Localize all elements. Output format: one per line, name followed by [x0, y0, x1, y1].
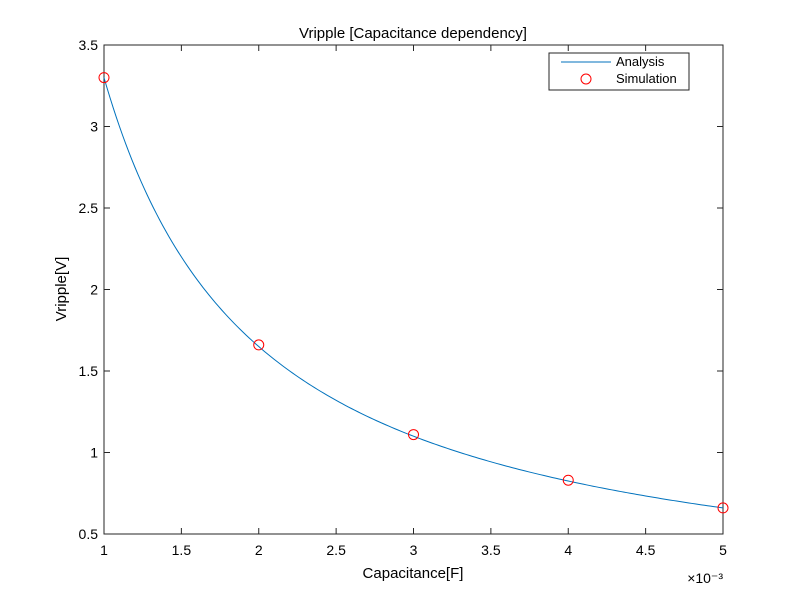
x-tick-label: 4: [564, 542, 572, 558]
series-layer: [98, 72, 729, 514]
simulation-point: [717, 502, 729, 514]
analysis-line: [103, 77, 724, 509]
x-tick-label: 1: [100, 542, 108, 558]
y-tick-label: 2: [90, 282, 98, 298]
legend-simulation-swatch: [580, 73, 592, 85]
y-tick-label: 3.5: [79, 37, 99, 53]
y-tick-label: 2.5: [79, 200, 99, 216]
legend-simulation-label: Simulation: [616, 71, 677, 86]
x-tick-label: 3: [410, 542, 418, 558]
x-tick-label: 2: [255, 542, 263, 558]
y-axis-title: Vripple[V]: [53, 257, 70, 321]
simulation-point: [253, 339, 265, 351]
x-axis: 1 1.5 2 2.5 3 3.5 4 4.5 5: [100, 45, 727, 558]
simulation-point: [562, 474, 574, 486]
x-exponent-label: ×10⁻³: [687, 570, 723, 586]
legend-analysis-label: Analysis: [616, 54, 665, 69]
x-tick-label: 5: [719, 542, 727, 558]
y-tick-label: 0.5: [79, 526, 99, 542]
y-tick-label: 1.5: [79, 363, 99, 379]
plot-area: [103, 44, 724, 535]
x-tick-label: 4.5: [636, 542, 656, 558]
legend: Analysis Simulation: [548, 52, 690, 91]
x-axis-title: Capacitance[F]: [363, 565, 464, 582]
y-axis: 0.5 1 1.5 2 2.5 3 3.5: [79, 37, 723, 542]
chart-title: Vripple [Capacitance dependency]: [299, 25, 527, 42]
x-tick-label: 1.5: [172, 542, 192, 558]
y-tick-label: 3: [90, 119, 98, 135]
legend-box: [548, 52, 690, 91]
y-tick-label: 1: [90, 445, 98, 461]
simulation-point: [408, 429, 419, 441]
x-tick-label: 2.5: [326, 542, 346, 558]
x-tick-label: 3.5: [481, 542, 501, 558]
simulation-point: [98, 72, 110, 84]
